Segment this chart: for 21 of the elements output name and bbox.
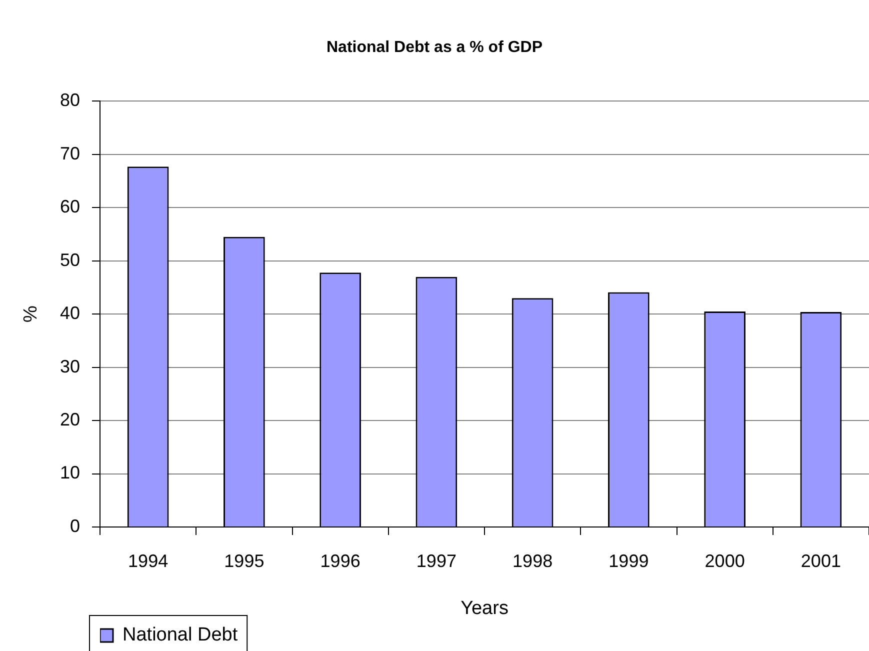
x-tick-label: 2001 — [800, 550, 841, 571]
y-tick-label: 30 — [60, 356, 80, 376]
y-axis-title: % — [20, 306, 42, 323]
x-tick-label: 1999 — [608, 550, 649, 571]
x-tick-label: 1998 — [512, 550, 553, 571]
legend-label: National Debt — [122, 624, 238, 646]
x-tick-label: 1994 — [128, 550, 168, 571]
y-tick-label: 20 — [60, 410, 80, 430]
y-tick-label: 70 — [60, 143, 80, 164]
y-tick-label: 60 — [60, 196, 80, 217]
x-tick-label: 1997 — [416, 550, 456, 571]
y-tick-label: 50 — [60, 250, 80, 270]
y-tick-label: 0 — [70, 516, 80, 536]
x-tick-label: 2000 — [704, 550, 745, 571]
y-tick-label: 80 — [60, 90, 80, 110]
y-tick-label: 40 — [60, 303, 80, 324]
y-tick-label: 10 — [60, 462, 80, 483]
x-tick-label: 1996 — [320, 550, 360, 571]
x-axis-title: Years — [460, 598, 508, 619]
chart-title: National Debt as a % of GDP — [326, 39, 543, 56]
x-tick-label: 1995 — [224, 550, 264, 571]
